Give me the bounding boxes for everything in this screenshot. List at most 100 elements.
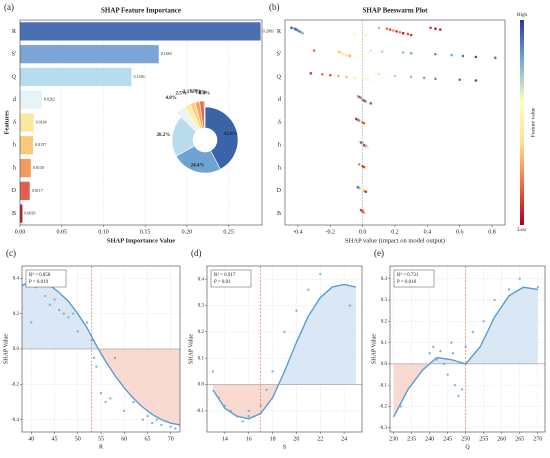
- y-tick-label: Q: [277, 74, 282, 80]
- plot-frame: [389, 265, 546, 433]
- dot: [401, 31, 405, 35]
- x-tick-label: 245: [443, 436, 452, 442]
- point: [155, 418, 158, 421]
- point: [211, 370, 215, 373]
- dot: [434, 52, 437, 56]
- pie-label: 2.1%: [183, 90, 194, 95]
- point: [507, 288, 511, 291]
- point: [253, 414, 256, 418]
- chart-title: SHAP Feature Importance: [101, 7, 181, 15]
- point: [450, 341, 453, 344]
- dot: [458, 78, 462, 81]
- x-tick-label: 270: [533, 436, 542, 442]
- dot: [434, 77, 437, 81]
- annotation: P = 0.01: [214, 280, 231, 285]
- x-tick-label: 0.0: [359, 229, 367, 235]
- plot-frame: [206, 265, 363, 433]
- y-axis-label: SHAP Value: [371, 334, 377, 365]
- point: [104, 400, 107, 404]
- bar: [20, 158, 31, 178]
- y-tick-label: h: [13, 143, 16, 149]
- point: [44, 294, 47, 298]
- x-tick-label: 60: [121, 436, 127, 442]
- point: [48, 303, 52, 307]
- dot: [337, 74, 340, 78]
- y-tick-label: S': [277, 52, 281, 58]
- dot: [361, 77, 364, 81]
- dot: [409, 51, 413, 55]
- x-tick-label: 260: [497, 436, 506, 442]
- y-tick-label: R: [12, 29, 16, 35]
- dot: [385, 27, 389, 30]
- dot: [474, 55, 478, 59]
- y-tick-label: h: [278, 143, 281, 149]
- point: [247, 409, 250, 413]
- annotation: P = 0.016: [397, 280, 417, 285]
- x-tick-label: 0.25: [223, 229, 234, 235]
- dot: [377, 26, 381, 30]
- data-label: 0.1663: [161, 51, 172, 56]
- point: [92, 356, 96, 360]
- point: [247, 414, 250, 418]
- y-tick-label: D: [12, 188, 17, 194]
- point: [235, 414, 239, 418]
- point: [169, 425, 172, 428]
- y-tick-label: -0.4: [11, 418, 19, 423]
- panel-label: (b): [269, 2, 280, 12]
- x-axis-label: R: [99, 444, 103, 450]
- point: [109, 397, 112, 400]
- dot: [364, 33, 368, 37]
- bar: [20, 136, 34, 155]
- pie-label: 1.9%: [190, 90, 201, 95]
- x-tick-label: 0.6: [456, 229, 464, 235]
- y-tick-label: h: [278, 165, 281, 171]
- y-tick-label: B: [277, 211, 281, 217]
- y-tick-label: 0.2: [381, 319, 388, 324]
- point: [57, 308, 61, 312]
- x-tick-label: 50: [75, 436, 81, 442]
- dot: [388, 28, 392, 31]
- pie-slice: [203, 100, 206, 129]
- point: [457, 394, 460, 398]
- y-tick-label: -0.3: [379, 426, 387, 431]
- y-tick-label: -0.2: [379, 405, 387, 410]
- y-tick-label: -0.1: [379, 383, 387, 388]
- dot: [406, 32, 410, 36]
- point: [451, 352, 455, 355]
- pie-slice: [204, 106, 239, 170]
- y-tick-label: 0.1: [198, 356, 205, 361]
- dot: [374, 72, 377, 75]
- panel-label: (e): [374, 248, 384, 258]
- y-tick-label: δ: [13, 120, 16, 126]
- point: [76, 330, 79, 333]
- dot: [361, 56, 364, 60]
- dot: [450, 53, 453, 57]
- y-tick-label: 0.3: [198, 304, 205, 309]
- point: [348, 304, 352, 307]
- data-label: 0.0117: [32, 188, 43, 193]
- x-tick-label: -0.2: [326, 229, 336, 235]
- bar: [20, 67, 132, 87]
- annotation-box: [393, 269, 435, 288]
- x-tick-label: 14: [222, 436, 228, 442]
- pie-label: 20.2%: [156, 133, 170, 138]
- point: [265, 388, 268, 392]
- y-tick-label: -0.2: [11, 382, 19, 387]
- dot: [366, 78, 369, 81]
- area-positive: [212, 284, 357, 385]
- x-tick-label: 250: [461, 436, 470, 442]
- point: [113, 356, 117, 360]
- point: [442, 362, 446, 366]
- y-tick-label: h: [13, 165, 16, 171]
- point: [493, 298, 496, 302]
- y-axis-label: SHAP Value: [188, 334, 194, 365]
- y-tick-label: 0.2: [198, 330, 205, 335]
- dot: [366, 145, 369, 149]
- point: [536, 286, 539, 289]
- y-tick-label: 0.0: [13, 347, 20, 352]
- x-tick-label: 0.20: [182, 229, 193, 235]
- dot: [309, 72, 313, 75]
- dot: [341, 52, 345, 56]
- area-negative: [22, 349, 180, 425]
- dot: [328, 73, 332, 77]
